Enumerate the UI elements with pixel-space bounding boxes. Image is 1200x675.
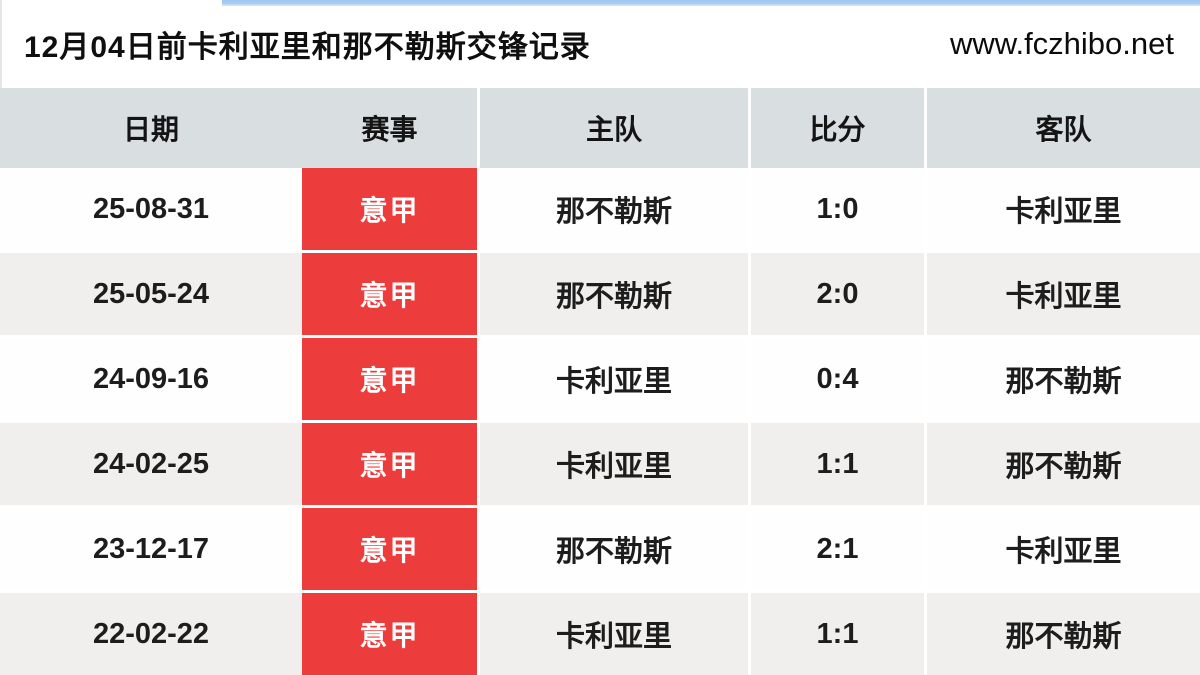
cell-competition: 意甲 [302, 253, 480, 335]
date-text: 25-05-24 [92, 277, 210, 310]
home-team-text: 卡利亚里 [555, 366, 672, 398]
cell-away-team: 那不勒斯 [927, 338, 1200, 420]
cell-home-team: 卡利亚里 [480, 423, 751, 505]
cell-date: 23-12-17 [0, 508, 302, 590]
score-text: 2:1 [816, 532, 859, 565]
away-team-text: 卡利亚里 [1005, 536, 1122, 568]
home-team-text: 那不勒斯 [555, 281, 672, 313]
away-team-text: 卡利亚里 [1005, 281, 1122, 313]
cell-away-team: 卡利亚里 [927, 168, 1200, 250]
cell-home-team: 卡利亚里 [480, 593, 751, 675]
cell-competition: 意甲 [302, 168, 480, 250]
score-text: 2:0 [816, 277, 859, 310]
home-team-text: 卡利亚里 [555, 621, 672, 653]
cell-score: 1:1 [751, 593, 927, 675]
date-text: 22-02-22 [92, 617, 210, 650]
date-text: 24-09-16 [92, 362, 210, 395]
cell-score: 1:0 [751, 168, 927, 250]
column-header-home-team: 主队 [480, 88, 751, 168]
title-bar: 12月04日前卡利亚里和那不勒斯交锋记录 www.fczhibo.net [0, 0, 1200, 88]
date-text: 23-12-17 [92, 532, 210, 565]
competition-badge: 意甲 [359, 535, 420, 566]
cell-score: 2:0 [751, 253, 927, 335]
h2h-table: 日期 赛事 主队 比分 客队 25-08-31 意甲 那不勒斯 1:0 卡利亚里… [0, 88, 1200, 675]
cell-home-team: 那不勒斯 [480, 168, 751, 250]
cell-date: 25-08-31 [0, 168, 302, 250]
cell-date: 22-02-22 [0, 593, 302, 675]
date-text: 24-02-25 [92, 447, 210, 480]
top-blue-strip [222, 0, 1200, 6]
home-team-text: 卡利亚里 [555, 451, 672, 483]
table-row: 23-12-17 意甲 那不勒斯 2:1 卡利亚里 [0, 508, 1200, 593]
competition-badge: 意甲 [359, 280, 420, 311]
cell-away-team: 卡利亚里 [927, 508, 1200, 590]
column-header-away-team: 客队 [1035, 114, 1092, 145]
table-body: 25-08-31 意甲 那不勒斯 1:0 卡利亚里 25-05-24 意甲 那不… [0, 168, 1200, 675]
table-header-row: 日期 赛事 主队 比分 客队 [0, 88, 1200, 168]
column-header-competition: 赛事 [302, 88, 480, 168]
cell-competition: 意甲 [302, 508, 480, 590]
table-row: 24-02-25 意甲 卡利亚里 1:1 那不勒斯 [0, 423, 1200, 508]
home-team-text: 那不勒斯 [555, 536, 672, 568]
column-header-date: 日期 [122, 114, 179, 145]
score-text: 1:1 [816, 617, 859, 650]
cell-score: 2:1 [751, 508, 927, 590]
cell-home-team: 那不勒斯 [480, 508, 751, 590]
cell-date: 24-09-16 [0, 338, 302, 420]
competition-badge: 意甲 [359, 365, 420, 396]
cell-score: 0:4 [751, 338, 927, 420]
cell-home-team: 那不勒斯 [480, 253, 751, 335]
cell-score: 1:1 [751, 423, 927, 505]
competition-badge: 意甲 [359, 620, 420, 651]
cell-competition: 意甲 [302, 338, 480, 420]
competition-badge: 意甲 [359, 195, 420, 226]
cell-date: 24-02-25 [0, 423, 302, 505]
cell-competition: 意甲 [302, 593, 480, 675]
away-team-text: 那不勒斯 [1005, 621, 1122, 653]
cell-away-team: 卡利亚里 [927, 253, 1200, 335]
site-url-link[interactable]: www.fczhibo.net [950, 26, 1174, 61]
score-text: 0:4 [816, 362, 859, 395]
cell-competition: 意甲 [302, 423, 480, 505]
away-team-text: 那不勒斯 [1005, 366, 1122, 398]
table-row: 25-08-31 意甲 那不勒斯 1:0 卡利亚里 [0, 168, 1200, 253]
away-team-text: 那不勒斯 [1005, 451, 1122, 483]
score-text: 1:0 [816, 192, 859, 225]
home-team-text: 那不勒斯 [555, 196, 672, 228]
table-row: 22-02-22 意甲 卡利亚里 1:1 那不勒斯 [0, 593, 1200, 675]
cell-away-team: 那不勒斯 [927, 423, 1200, 505]
cell-away-team: 那不勒斯 [927, 593, 1200, 675]
cell-home-team: 卡利亚里 [480, 338, 751, 420]
page-title: 12月04日前卡利亚里和那不勒斯交锋记录 [24, 31, 591, 64]
cell-date: 25-05-24 [0, 253, 302, 335]
column-header-score: 比分 [751, 88, 927, 168]
competition-badge: 意甲 [359, 450, 420, 481]
score-text: 1:1 [816, 447, 859, 480]
date-text: 25-08-31 [92, 192, 210, 225]
away-team-text: 卡利亚里 [1005, 196, 1122, 228]
table-row: 24-09-16 意甲 卡利亚里 0:4 那不勒斯 [0, 338, 1200, 423]
table-row: 25-05-24 意甲 那不勒斯 2:0 卡利亚里 [0, 253, 1200, 338]
